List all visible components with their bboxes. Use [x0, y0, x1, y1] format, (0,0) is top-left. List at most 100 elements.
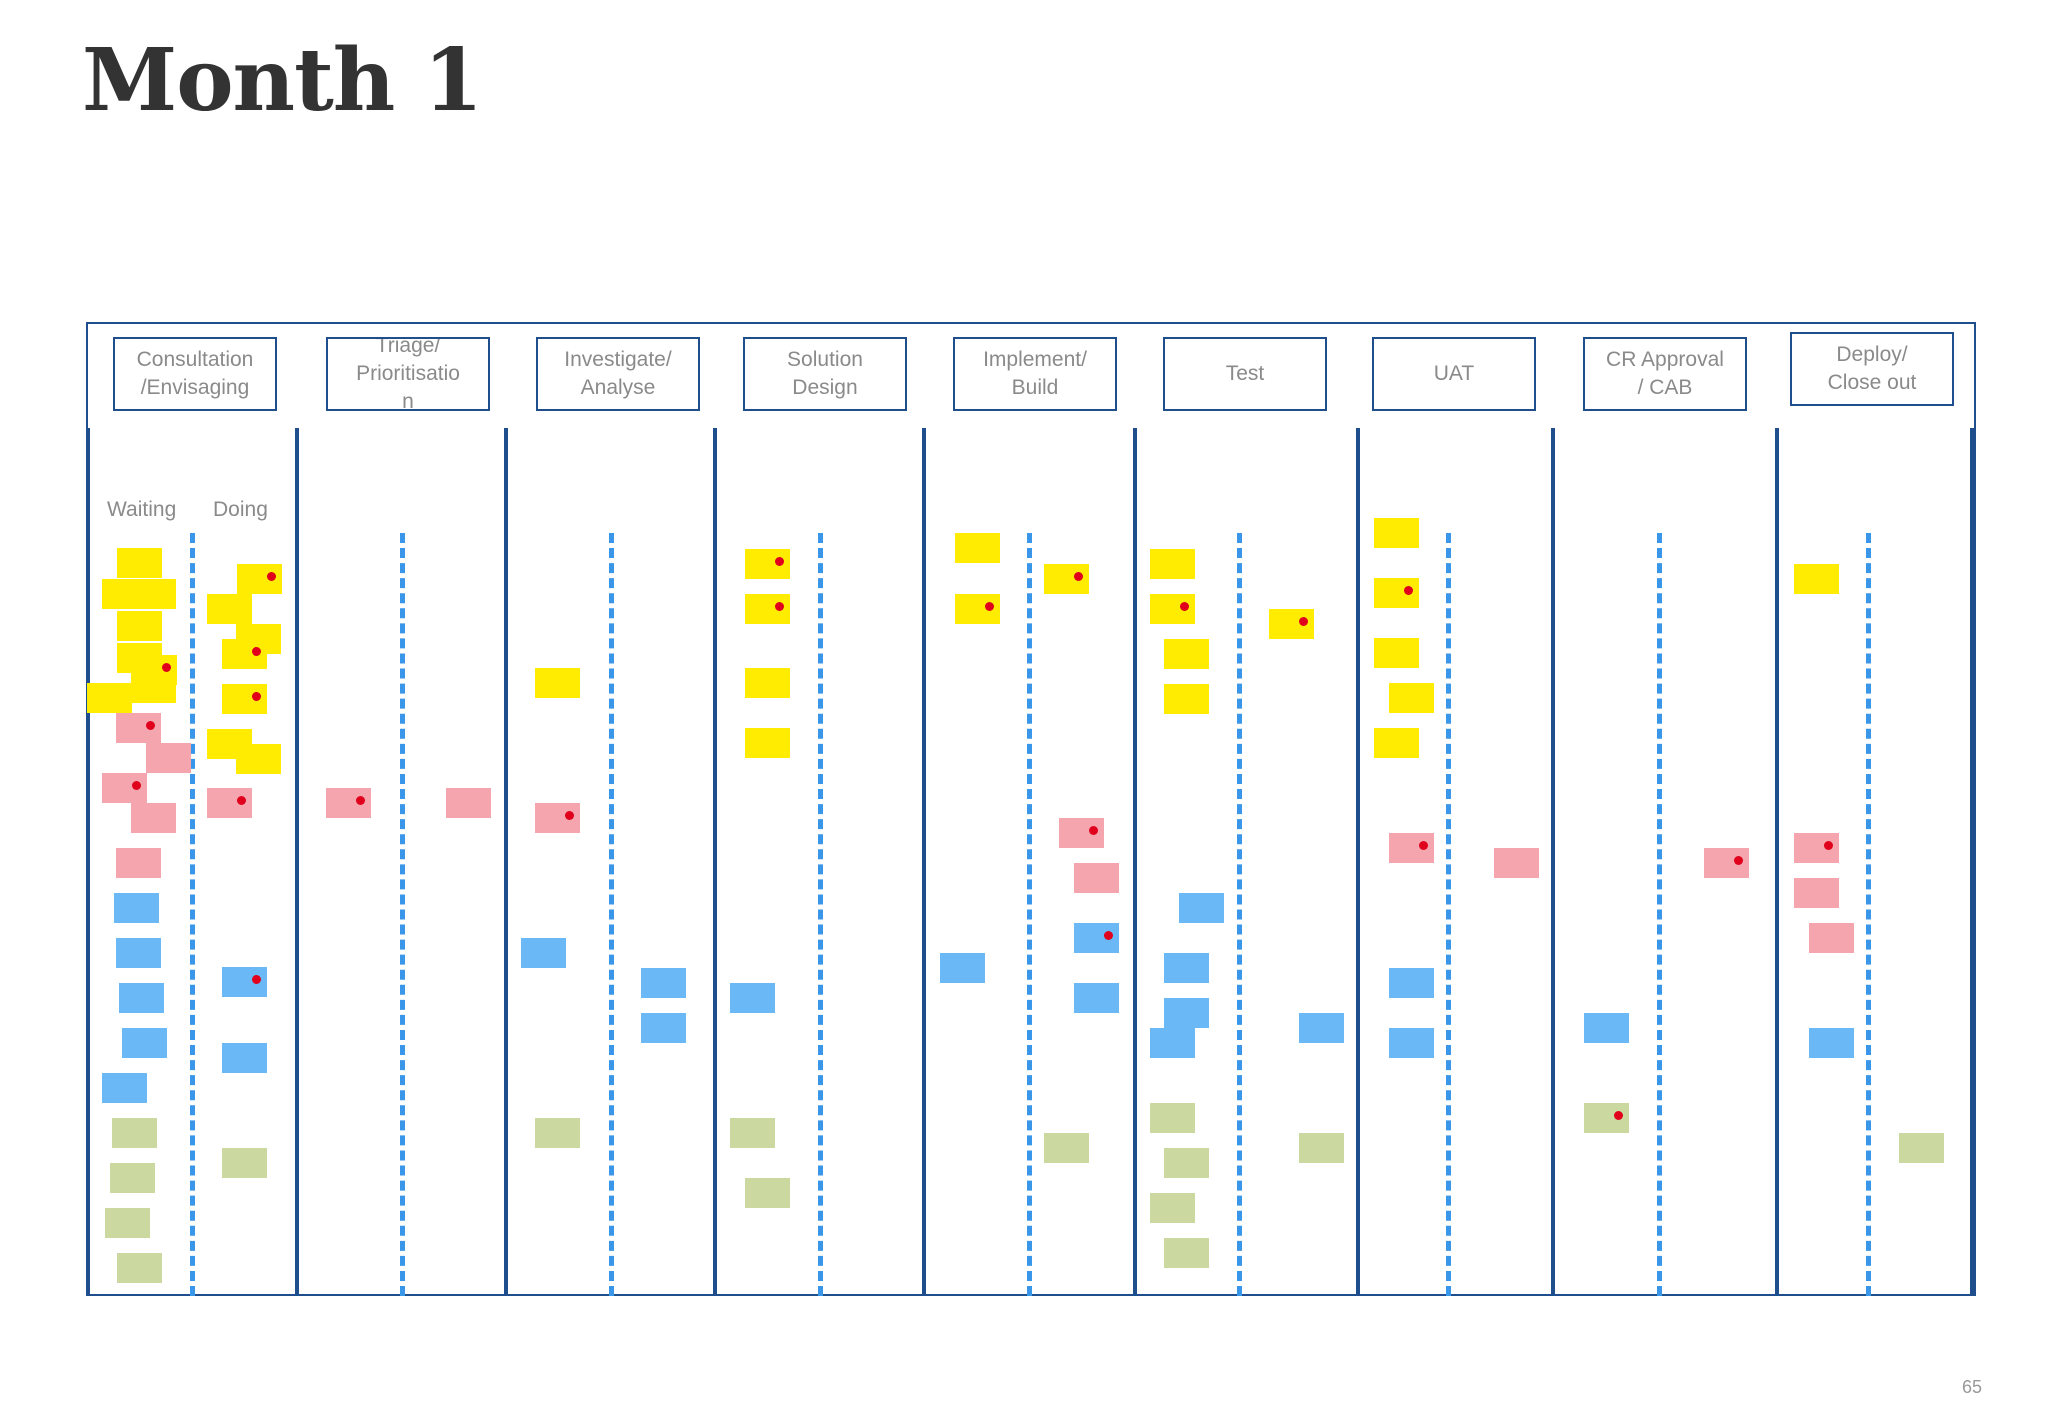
sticky-note-yellow[interactable]: [222, 684, 267, 714]
sticky-note-pink[interactable]: [1704, 848, 1749, 878]
sticky-note-pink[interactable]: [326, 788, 371, 818]
sticky-note-yellow[interactable]: [1374, 728, 1419, 758]
sticky-note-yellow[interactable]: [1794, 564, 1839, 594]
sticky-note-green[interactable]: [535, 1118, 580, 1148]
sticky-note-yellow[interactable]: [1269, 609, 1314, 639]
sticky-note-green[interactable]: [1299, 1133, 1344, 1163]
sticky-note-yellow[interactable]: [745, 549, 790, 579]
doing-label: Doing: [213, 498, 268, 521]
sticky-note-pink[interactable]: [1794, 833, 1839, 863]
sticky-note-yellow[interactable]: [131, 673, 176, 703]
sticky-note-yellow[interactable]: [1044, 564, 1089, 594]
column-header-6: Test: [1163, 337, 1327, 411]
column-divider: [86, 428, 90, 1296]
blocker-dot: [1104, 931, 1113, 940]
sticky-note-pink[interactable]: [446, 788, 491, 818]
sticky-note-pink[interactable]: [535, 803, 580, 833]
sticky-note-green[interactable]: [1584, 1103, 1629, 1133]
sticky-note-yellow[interactable]: [87, 683, 132, 713]
sticky-note-yellow[interactable]: [1389, 683, 1434, 713]
sticky-note-pink[interactable]: [116, 713, 161, 743]
column-divider: [1551, 428, 1555, 1296]
sticky-note-yellow[interactable]: [745, 728, 790, 758]
sticky-note-pink[interactable]: [116, 848, 161, 878]
sticky-note-green[interactable]: [117, 1253, 162, 1283]
sticky-note-pink[interactable]: [1389, 833, 1434, 863]
column-header-4: Solution Design: [743, 337, 907, 411]
sticky-note-yellow[interactable]: [131, 579, 176, 609]
sticky-note-yellow[interactable]: [207, 594, 252, 624]
sticky-note-blue[interactable]: [940, 953, 985, 983]
sticky-note-blue[interactable]: [1809, 1028, 1854, 1058]
wip-divider: [1657, 533, 1662, 1296]
sticky-note-blue[interactable]: [1299, 1013, 1344, 1043]
blocker-dot: [1404, 586, 1413, 595]
sticky-note-pink[interactable]: [102, 773, 147, 803]
sticky-note-yellow[interactable]: [1374, 518, 1419, 548]
sticky-note-blue[interactable]: [1150, 1028, 1195, 1058]
sticky-note-pink[interactable]: [131, 803, 176, 833]
sticky-note-blue[interactable]: [1179, 893, 1224, 923]
sticky-note-yellow[interactable]: [117, 548, 162, 578]
sticky-note-yellow[interactable]: [535, 668, 580, 698]
sticky-note-blue[interactable]: [641, 1013, 686, 1043]
sticky-note-blue[interactable]: [1164, 953, 1209, 983]
blocker-dot: [356, 796, 365, 805]
sticky-note-yellow[interactable]: [745, 668, 790, 698]
sticky-note-yellow[interactable]: [237, 564, 282, 594]
blocker-dot: [1180, 602, 1189, 611]
sticky-note-yellow[interactable]: [1164, 639, 1209, 669]
sticky-note-pink[interactable]: [146, 743, 191, 773]
sticky-note-blue[interactable]: [1389, 1028, 1434, 1058]
sticky-note-pink[interactable]: [1494, 848, 1539, 878]
sticky-note-yellow[interactable]: [117, 611, 162, 641]
sticky-note-blue[interactable]: [730, 983, 775, 1013]
sticky-note-green[interactable]: [1150, 1103, 1195, 1133]
sticky-note-yellow[interactable]: [1150, 594, 1195, 624]
sticky-note-green[interactable]: [1164, 1238, 1209, 1268]
sticky-note-blue[interactable]: [122, 1028, 167, 1058]
column-divider: [1356, 428, 1360, 1296]
sticky-note-yellow[interactable]: [1374, 578, 1419, 608]
sticky-note-blue[interactable]: [1164, 998, 1209, 1028]
sticky-note-yellow[interactable]: [236, 744, 281, 774]
sticky-note-pink[interactable]: [1809, 923, 1854, 953]
sticky-note-yellow[interactable]: [1150, 549, 1195, 579]
sticky-note-blue[interactable]: [102, 1073, 147, 1103]
sticky-note-green[interactable]: [745, 1178, 790, 1208]
sticky-note-blue[interactable]: [119, 983, 164, 1013]
blocker-dot: [1419, 841, 1428, 850]
sticky-note-blue[interactable]: [116, 938, 161, 968]
sticky-note-green[interactable]: [730, 1118, 775, 1148]
sticky-note-blue[interactable]: [222, 1043, 267, 1073]
sticky-note-pink[interactable]: [1059, 818, 1104, 848]
sticky-note-yellow[interactable]: [1164, 684, 1209, 714]
sticky-note-blue[interactable]: [1074, 923, 1119, 953]
sticky-note-green[interactable]: [1044, 1133, 1089, 1163]
sticky-note-pink[interactable]: [1074, 863, 1119, 893]
sticky-note-blue[interactable]: [1389, 968, 1434, 998]
sticky-note-blue[interactable]: [641, 968, 686, 998]
sticky-note-pink[interactable]: [1794, 878, 1839, 908]
sticky-note-green[interactable]: [110, 1163, 155, 1193]
sticky-note-yellow[interactable]: [1374, 638, 1419, 668]
sticky-note-green[interactable]: [1164, 1148, 1209, 1178]
wip-divider: [609, 533, 614, 1296]
column-divider: [713, 428, 717, 1296]
sticky-note-yellow[interactable]: [745, 594, 790, 624]
sticky-note-yellow[interactable]: [955, 533, 1000, 563]
sticky-note-blue[interactable]: [222, 967, 267, 997]
sticky-note-green[interactable]: [105, 1208, 150, 1238]
sticky-note-yellow[interactable]: [955, 594, 1000, 624]
sticky-note-green[interactable]: [1899, 1133, 1944, 1163]
sticky-note-green[interactable]: [222, 1148, 267, 1178]
sticky-note-yellow[interactable]: [222, 639, 267, 669]
sticky-note-pink[interactable]: [207, 788, 252, 818]
sticky-note-green[interactable]: [112, 1118, 157, 1148]
sticky-note-green[interactable]: [1150, 1193, 1195, 1223]
sticky-note-blue[interactable]: [1584, 1013, 1629, 1043]
sticky-note-blue[interactable]: [114, 893, 159, 923]
page-number: 65: [1961, 1377, 1982, 1397]
sticky-note-blue[interactable]: [1074, 983, 1119, 1013]
sticky-note-blue[interactable]: [521, 938, 566, 968]
